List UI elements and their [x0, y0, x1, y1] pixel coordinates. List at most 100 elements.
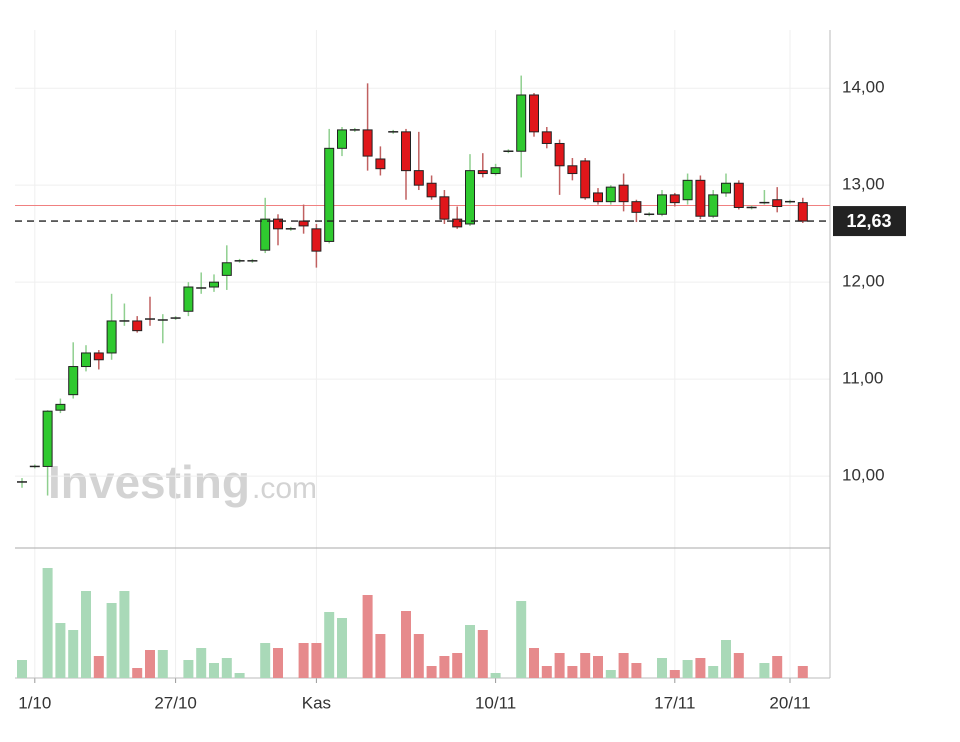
candle-body [682, 179, 693, 201]
x-tick-label: 10/11 [475, 693, 516, 712]
volume-bar [119, 591, 130, 678]
candle-body [721, 182, 731, 194]
candle-body [529, 94, 539, 133]
candle-body [183, 286, 194, 312]
candle-body [362, 129, 373, 157]
volume-bar [183, 660, 194, 678]
candle-body [567, 165, 578, 175]
volume-bar [132, 668, 143, 678]
candle-body [733, 182, 744, 208]
y-tick-label: 10,00 [842, 466, 885, 485]
last-price-label: 12,63 [846, 211, 891, 231]
volume-bar [529, 648, 539, 678]
volume-bar [733, 653, 744, 678]
candle-body [93, 352, 104, 361]
volume-bar [452, 653, 463, 678]
volume-bar [580, 653, 591, 678]
y-tick-label: 11,00 [842, 369, 883, 388]
volume-bar [772, 656, 783, 678]
candle-body [477, 170, 488, 175]
volume-bar [145, 650, 155, 678]
volume-bar [439, 656, 450, 678]
x-tick-label: 1/10 [18, 693, 51, 712]
y-tick-label: 13,00 [842, 175, 885, 194]
volume-bar [106, 603, 117, 678]
candle-body [618, 184, 629, 203]
candle-body [593, 192, 603, 203]
candle-body [311, 228, 322, 252]
volume-bar [157, 650, 168, 678]
watermark-brand: Investing [48, 456, 250, 508]
volume-bar [298, 643, 309, 678]
volume-bar [477, 630, 488, 678]
volume-bar [196, 648, 207, 678]
candle-body [516, 94, 527, 152]
volume-bar [81, 591, 91, 678]
volume-bar [465, 625, 475, 678]
candle-body [669, 194, 680, 204]
volume-bar [682, 660, 693, 678]
candle-body [439, 196, 450, 220]
candle-body [708, 194, 719, 217]
volume-bar [797, 666, 808, 678]
candle-body [132, 320, 143, 332]
candle-body [55, 403, 66, 411]
volume-bar [669, 670, 680, 678]
candle-body [452, 218, 463, 228]
volume-bar [516, 601, 527, 678]
volume-bar [759, 663, 770, 678]
volume-bar [631, 663, 642, 678]
volume-bar [93, 656, 104, 678]
volume-bar [695, 658, 706, 678]
x-tick-label: 27/10 [154, 693, 197, 712]
volume-bar [221, 658, 232, 678]
candle-body [413, 170, 424, 186]
candle-body [541, 131, 552, 144]
candle-body [106, 320, 117, 354]
volume-bar [721, 640, 731, 678]
volume-bar [426, 666, 437, 678]
volume-bar [209, 663, 219, 678]
volume-bar [413, 634, 424, 678]
candle-body [221, 262, 232, 276]
volume-bar [68, 630, 79, 678]
x-tick-label: Kas [302, 693, 331, 712]
volume-bar [657, 658, 667, 678]
candle-body [81, 352, 91, 368]
last-price-box [833, 206, 906, 237]
volume-bar [55, 623, 66, 678]
candle-body [695, 179, 706, 217]
volume-bar [541, 666, 552, 678]
candle-body [68, 366, 79, 396]
volume-bar [42, 568, 53, 678]
candle-body [401, 131, 411, 172]
candle-body [772, 199, 783, 208]
volume-bar [401, 611, 411, 678]
candle-body [42, 410, 53, 467]
volume-bar [554, 653, 565, 678]
candle-body [554, 142, 565, 167]
candle-body [260, 218, 271, 251]
candle-body [324, 147, 335, 242]
y-tick-label: 12,00 [842, 272, 885, 291]
volume-bar [234, 673, 245, 678]
candle-body [657, 194, 667, 215]
volume-bar [375, 634, 386, 678]
volume-bar [605, 670, 616, 678]
y-tick-label: 14,00 [842, 78, 885, 97]
candle-body [605, 186, 616, 203]
volume-bar [17, 660, 27, 678]
candle-body [797, 202, 808, 222]
volume-bar [362, 595, 373, 678]
candle-body [273, 218, 283, 230]
watermark-suffix: .com [252, 472, 317, 505]
candle-body [337, 129, 347, 149]
candle-body [631, 201, 642, 213]
volume-bar [337, 618, 347, 678]
candle-body [375, 158, 386, 170]
x-tick-label: 17/11 [654, 693, 695, 712]
volume-bar [273, 648, 283, 678]
volume-bar [618, 653, 629, 678]
